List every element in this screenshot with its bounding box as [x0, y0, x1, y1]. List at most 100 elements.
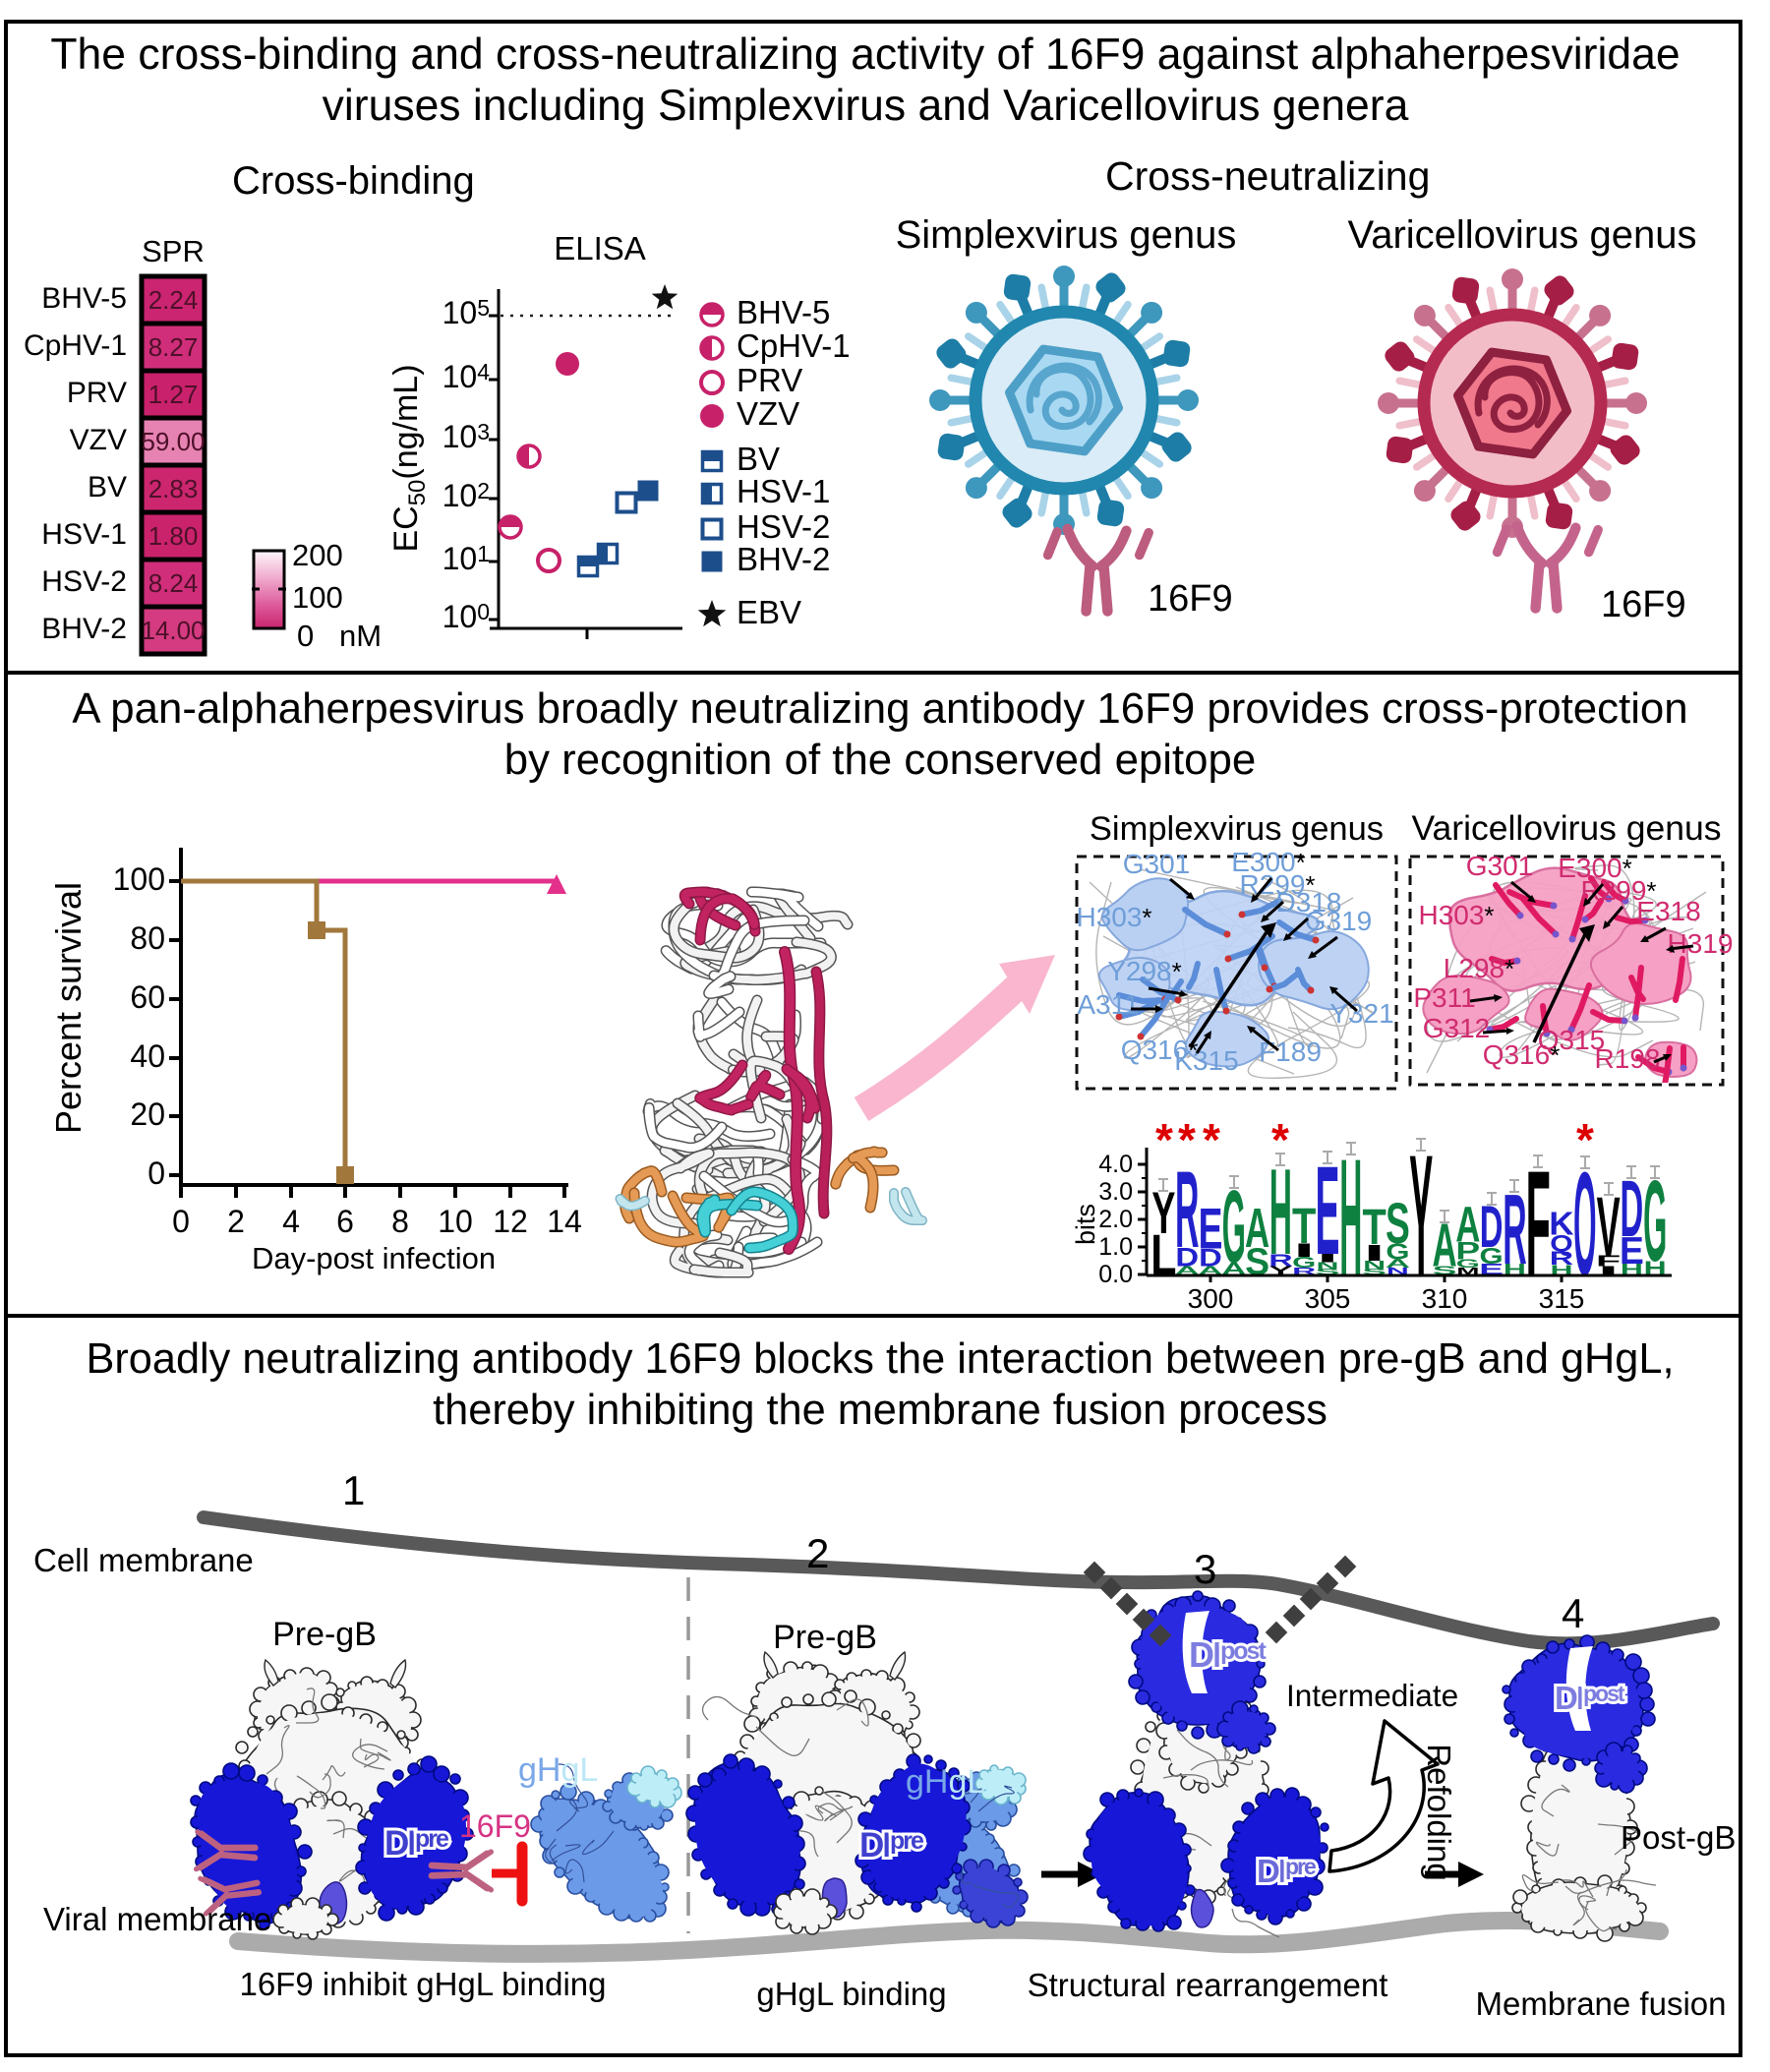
svg-text:I: I	[1293, 1240, 1315, 1261]
svg-text:R: R	[1268, 1251, 1292, 1271]
svg-text:Q316*: Q316*	[1121, 1035, 1199, 1065]
svg-text:H: H	[1269, 1145, 1292, 1280]
svg-text:2.24: 2.24	[148, 285, 199, 315]
svg-text:59.00: 59.00	[141, 427, 205, 456]
svg-text:D: D	[1175, 1243, 1199, 1273]
svg-text:K: K	[1549, 1206, 1574, 1242]
svg-text:A: A	[1245, 1197, 1269, 1259]
svg-text:3.0: 3.0	[1098, 1178, 1133, 1206]
svg-text:G: G	[1292, 1255, 1316, 1272]
svg-text:DIpost: DIpost	[1555, 1680, 1625, 1716]
svg-text:2.83: 2.83	[148, 474, 199, 503]
svg-text:DIpost: DIpost	[1189, 1634, 1267, 1675]
svg-text:0.0: 0.0	[1098, 1261, 1133, 1288]
svg-text:E318: E318	[1636, 896, 1700, 926]
svg-text:G312: G312	[1423, 1013, 1491, 1043]
svg-text:H: H	[1504, 1261, 1526, 1277]
svg-text:A: A	[1386, 1257, 1410, 1271]
svg-text:S: S	[1245, 1241, 1269, 1283]
svg-text:R299*: R299*	[1239, 869, 1315, 900]
svg-text:H: H	[1550, 1263, 1572, 1277]
svg-text:bits: bits	[1071, 1204, 1100, 1245]
svg-text:R: R	[1292, 1266, 1316, 1276]
svg-text:*: *	[1271, 1114, 1289, 1165]
svg-text:H: H	[1644, 1257, 1667, 1278]
svg-text:A311: A311	[1077, 989, 1139, 1020]
svg-text:R: R	[1175, 1150, 1199, 1271]
svg-text:N: N	[1316, 1261, 1338, 1272]
svg-text:305: 305	[1305, 1283, 1351, 1314]
svg-text:Y: Y	[1268, 1265, 1292, 1277]
svg-text:H: H	[1621, 1261, 1643, 1277]
svg-text:G319: G319	[1305, 906, 1373, 936]
svg-text:S: S	[1316, 1268, 1340, 1276]
svg-text:8.27: 8.27	[148, 332, 199, 362]
svg-text:I: I	[1317, 1252, 1338, 1265]
svg-text:*: *	[1576, 1114, 1594, 1165]
svg-text:Q: Q	[1573, 1141, 1596, 1306]
svg-text:E: E	[1199, 1198, 1223, 1261]
svg-text:*: *	[1178, 1114, 1196, 1165]
svg-text:D: D	[1199, 1244, 1222, 1273]
svg-text:Refolding: Refolding	[1421, 1744, 1457, 1880]
svg-text:R: R	[1550, 1248, 1574, 1270]
svg-text:H303*: H303*	[1076, 902, 1151, 932]
svg-text:G301: G301	[1466, 851, 1534, 881]
svg-text:4.0: 4.0	[1098, 1151, 1133, 1178]
svg-text:*: *	[1203, 1114, 1220, 1165]
svg-text:P311: P311	[1413, 982, 1475, 1013]
svg-text:Y321: Y321	[1329, 998, 1393, 1029]
svg-text:R198: R198	[1595, 1043, 1661, 1074]
svg-text:Y298*: Y298*	[1107, 956, 1182, 986]
svg-text:EC50(ng/mL): EC50(ng/mL)	[387, 364, 431, 552]
svg-text:E300*: E300*	[1558, 853, 1632, 883]
svg-text:F: F	[1596, 1253, 1621, 1270]
svg-text:H303*: H303*	[1418, 900, 1494, 930]
svg-text:R299*: R299*	[1580, 875, 1656, 906]
svg-text:A: A	[1198, 1264, 1222, 1277]
svg-text:I: I	[1364, 1240, 1386, 1266]
svg-text:310: 310	[1422, 1283, 1468, 1314]
svg-text:S: S	[1386, 1193, 1410, 1256]
svg-text:DIpre: DIpre	[384, 1824, 449, 1863]
svg-text:H: H	[1339, 1124, 1362, 1310]
svg-text:*: *	[1155, 1114, 1173, 1165]
svg-text:D318: D318	[1276, 887, 1342, 918]
svg-text:I: I	[1598, 1265, 1620, 1277]
svg-text:A: A	[1455, 1198, 1480, 1253]
svg-text:Q315: Q315	[1538, 1025, 1606, 1055]
svg-text:E300*: E300*	[1231, 847, 1306, 877]
svg-text:L298*: L298*	[1444, 953, 1514, 983]
svg-text:G: G	[1386, 1238, 1409, 1264]
svg-text:315: 315	[1539, 1283, 1585, 1314]
svg-text:Percent survival: Percent survival	[48, 882, 88, 1134]
svg-text:N: N	[1363, 1259, 1386, 1272]
svg-text:S: S	[1362, 1268, 1386, 1276]
svg-text:D: D	[1621, 1165, 1644, 1255]
svg-text:G301: G301	[1123, 849, 1191, 879]
svg-text:D: D	[1480, 1195, 1504, 1261]
svg-text:Q: Q	[1550, 1230, 1572, 1256]
svg-text:300: 300	[1188, 1283, 1234, 1314]
svg-text:DIpre: DIpre	[859, 1826, 924, 1865]
svg-text:G: G	[1456, 1258, 1480, 1271]
svg-text:T: T	[1362, 1200, 1386, 1256]
svg-text:E: E	[1479, 1261, 1504, 1278]
svg-text:14.00: 14.00	[141, 616, 205, 645]
svg-text:2.0: 2.0	[1098, 1206, 1133, 1233]
svg-text:P: P	[1455, 1237, 1480, 1266]
svg-text:M: M	[1456, 1267, 1479, 1277]
svg-text:1.0: 1.0	[1098, 1233, 1133, 1261]
svg-text:G: G	[1480, 1243, 1504, 1269]
svg-text:H319: H319	[1668, 928, 1734, 959]
svg-text:1.27: 1.27	[148, 380, 199, 409]
svg-text:DIpre: DIpre	[1257, 1853, 1316, 1889]
svg-text:Q316*: Q316*	[1483, 1039, 1561, 1070]
svg-text:L: L	[1150, 1223, 1176, 1287]
svg-text:S: S	[1433, 1264, 1457, 1276]
svg-text:A: A	[1175, 1264, 1200, 1277]
svg-text:A: A	[1221, 1259, 1246, 1278]
svg-text:E: E	[1620, 1230, 1644, 1273]
svg-text:8.24: 8.24	[148, 568, 199, 598]
svg-text:K315: K315	[1174, 1045, 1238, 1076]
